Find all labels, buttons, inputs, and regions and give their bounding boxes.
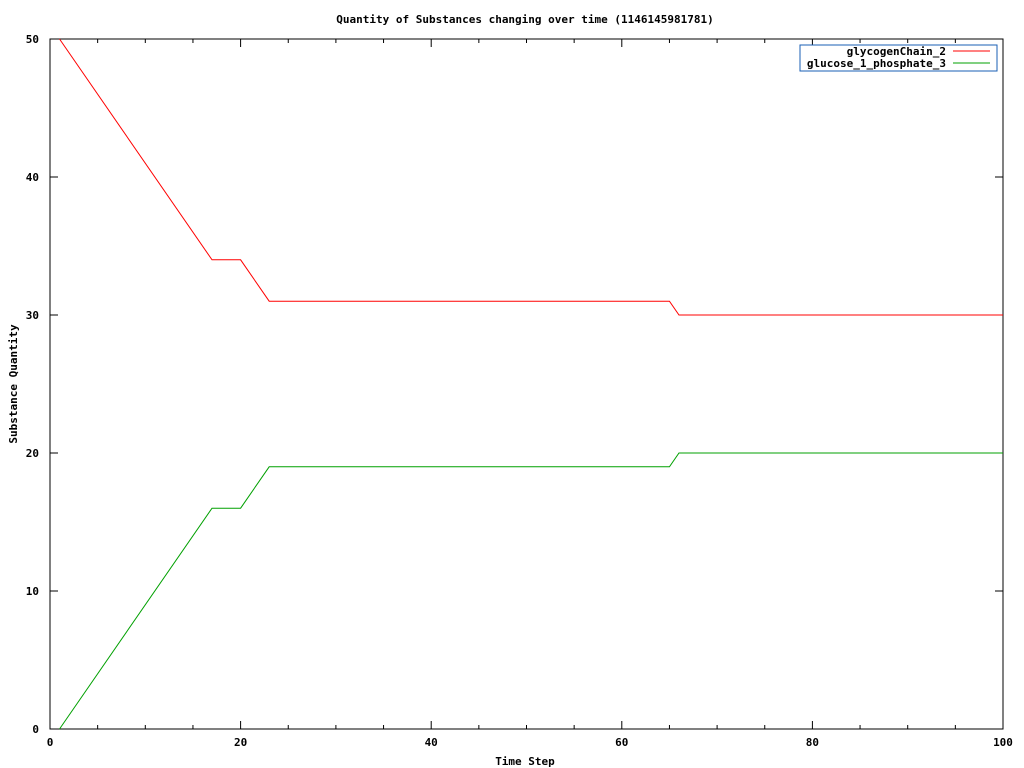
axis-ticks <box>49 38 1004 730</box>
series-line <box>59 452 1003 730</box>
chart-title: Quantity of Substances changing over tim… <box>336 13 714 26</box>
y-tick-label: 40 <box>26 171 39 184</box>
x-tick-label: 60 <box>615 736 628 749</box>
legend-label: glucose_1_phosphate_3 <box>807 57 946 70</box>
x-tick-label: 0 <box>47 736 54 749</box>
series-lines <box>59 38 1003 730</box>
y-tick-label: 0 <box>32 723 39 736</box>
legend-box <box>799 44 998 72</box>
x-tick-label: 20 <box>234 736 247 749</box>
series-line <box>59 38 1003 316</box>
y-tick-label: 20 <box>26 447 39 460</box>
y-tick-label: 30 <box>26 309 39 322</box>
x-tick-label: 80 <box>806 736 819 749</box>
x-tick-label: 100 <box>993 736 1013 749</box>
x-axis-label: Time Step <box>495 755 555 768</box>
legend-label: glycogenChain_2 <box>847 45 946 58</box>
y-tick-labels: 0 10 20 30 40 50 <box>26 33 39 736</box>
y-tick-label: 50 <box>26 33 39 46</box>
y-tick-label: 10 <box>26 585 39 598</box>
y-axis-label: Substance Quantity <box>7 324 20 444</box>
x-tick-labels: 0 20 40 60 80 100 <box>47 736 1013 749</box>
plot-frame <box>49 38 1004 730</box>
x-tick-label: 40 <box>425 736 438 749</box>
